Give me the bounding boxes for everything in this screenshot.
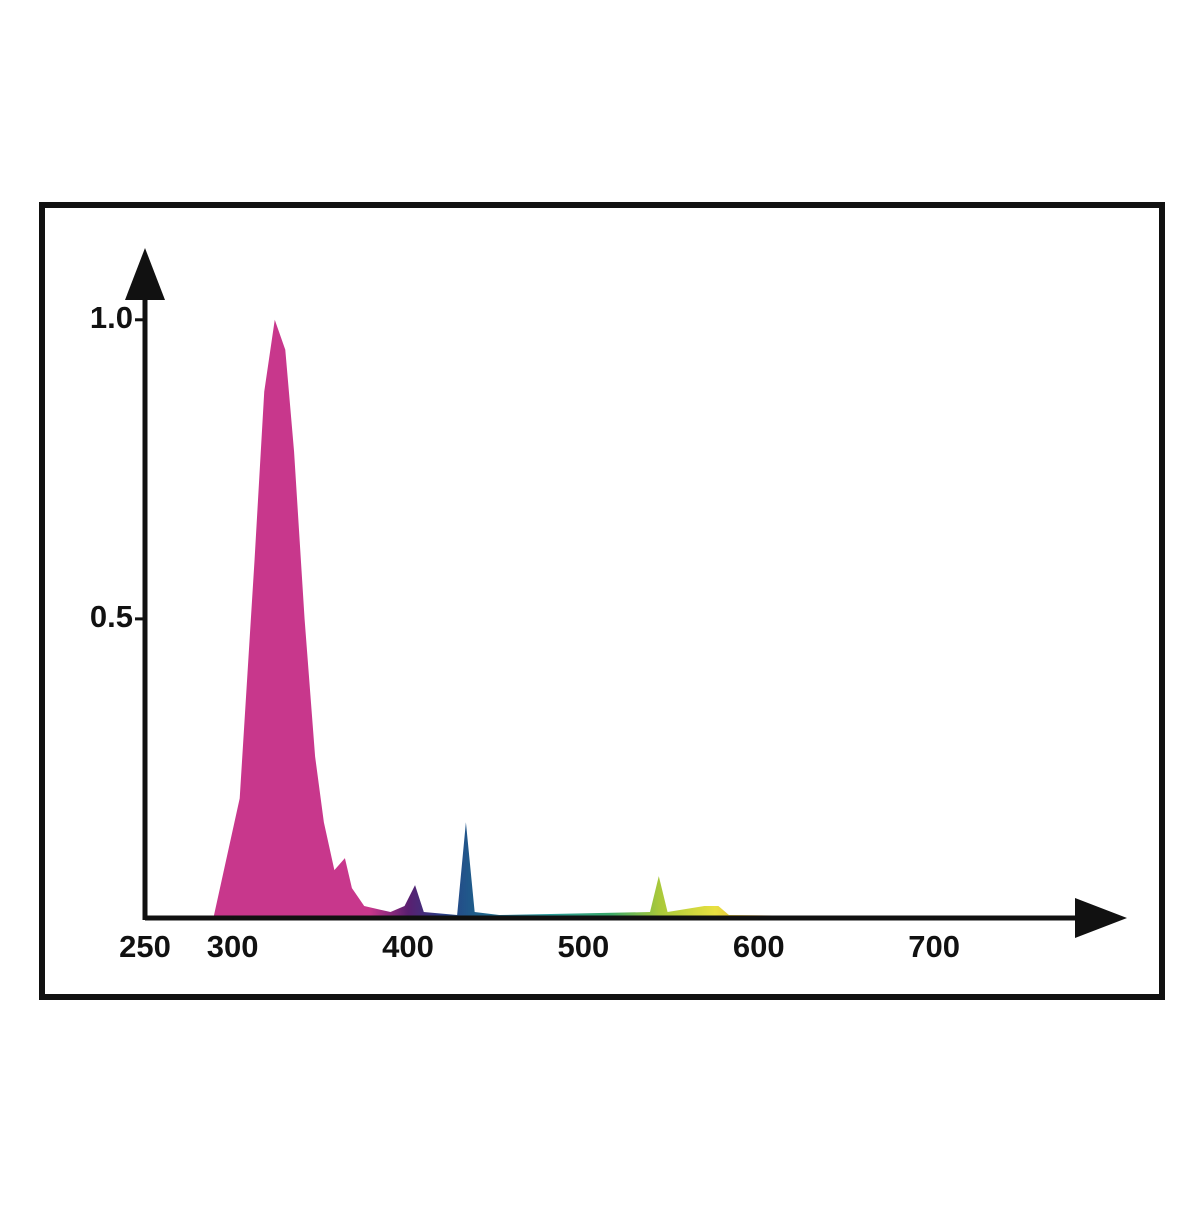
y-tick-label: 0.5 [90, 599, 133, 634]
x-tick-label: 250 [119, 929, 171, 964]
frame [39, 202, 1165, 1000]
y-axis-arrow [125, 248, 165, 300]
x-tick-label: 700 [908, 929, 960, 964]
x-tick-label: 500 [558, 929, 610, 964]
x-tick-label: 400 [382, 929, 434, 964]
x-tick-label: 600 [733, 929, 785, 964]
y-tick-label: 1.0 [90, 300, 133, 335]
spectrum-area [213, 319, 980, 918]
x-tick-label: 300 [207, 929, 259, 964]
x-axis-arrow [1075, 898, 1127, 938]
